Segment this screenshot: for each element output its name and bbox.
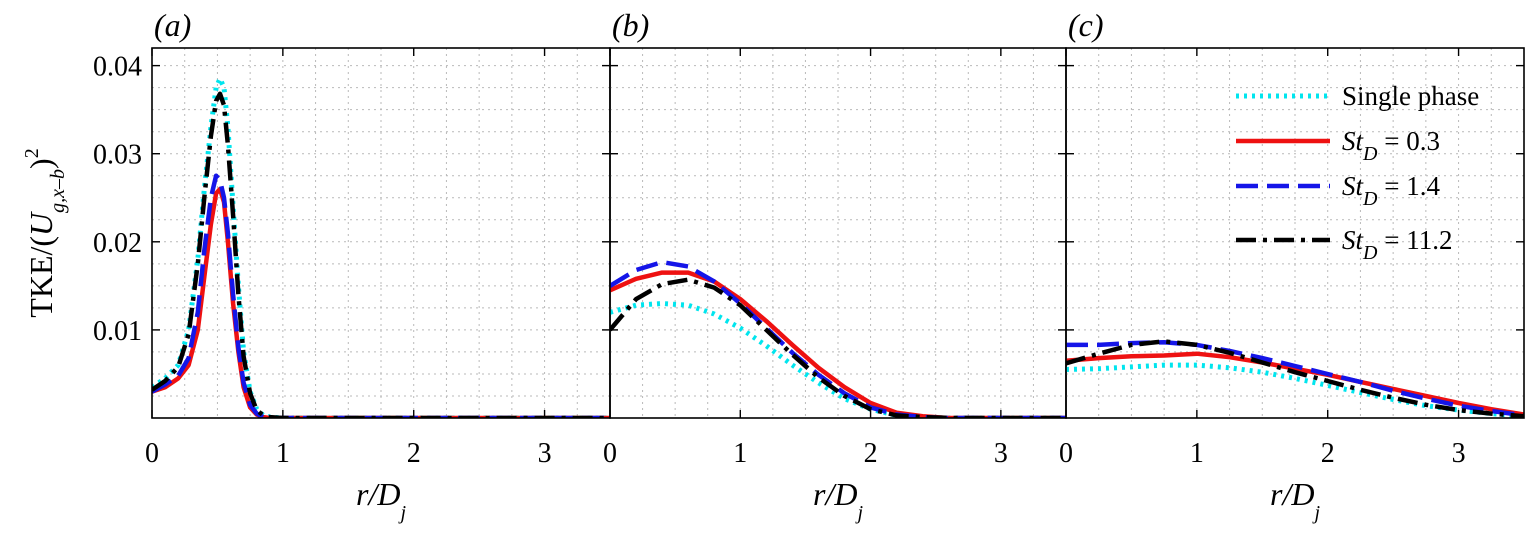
series-line-0 [610,301,1066,418]
y-axis-label-group: TKE/(Ug,x–b)2 [21,148,69,317]
x-tick-label: 1 [733,438,747,469]
x-tick-label: 2 [1321,438,1335,469]
panel-a: 0 1 2 3 0.01 0.02 0.03 0.04 (a) r/Dj [93,7,611,524]
x-tick-label: 2 [407,438,421,469]
legend-entry-3: StD = 11.2 [1236,225,1452,264]
panel-label: (b) [612,7,649,43]
grid [610,48,1066,418]
legend-label: Single phase [1342,81,1479,111]
x-axis-label: r/Dj [813,476,863,524]
x-tick-label: 3 [1452,438,1466,469]
legend-label: StD = 0.3 [1342,126,1440,165]
legend-entry-1: StD = 0.3 [1236,126,1440,165]
x-tick-label: 1 [1190,438,1204,469]
x-axis-label: r/Dj [356,476,406,524]
y-tick-label: 0.02 [93,228,142,259]
x-tick-label: 0 [145,438,159,469]
y-axis-label: TKE/(Ug,x–b)2 [21,148,69,317]
legend-label: StD = 1.4 [1342,171,1440,210]
x-tick-label: 2 [864,438,878,469]
x-tick-label: 0 [603,438,617,469]
grid [152,48,610,418]
series-line-2 [152,173,610,418]
panel-label: (c) [1068,7,1104,43]
x-tick-label: 3 [538,438,552,469]
axes-frame [1065,47,1525,419]
x-tick-label: 0 [1059,438,1073,469]
y-tick-label: 0.01 [93,316,142,347]
series-line-3 [1066,339,1524,418]
legend-label: StD = 11.2 [1342,225,1452,264]
x-tick-label: 1 [276,438,290,469]
series-line-3 [152,91,610,418]
legend-entry-0: Single phase [1236,81,1479,111]
y-tick-label: 0.03 [93,140,142,171]
panel-b: 0 1 2 3 (b) r/Dj [603,7,1067,524]
legend-entry-2: StD = 1.4 [1236,171,1440,210]
legend: Single phase StD = 0.3 StD = 1.4 StD = 11.2 [1236,81,1479,264]
series-line-1 [1066,351,1524,417]
x-axis-label: r/Dj [1270,476,1320,524]
x-tick-label: 3 [994,438,1008,469]
y-tick-label: 0.04 [93,52,142,83]
panel-label: (a) [154,7,191,43]
panel-c: 0 1 2 3 (c) r/Dj [1059,7,1525,524]
